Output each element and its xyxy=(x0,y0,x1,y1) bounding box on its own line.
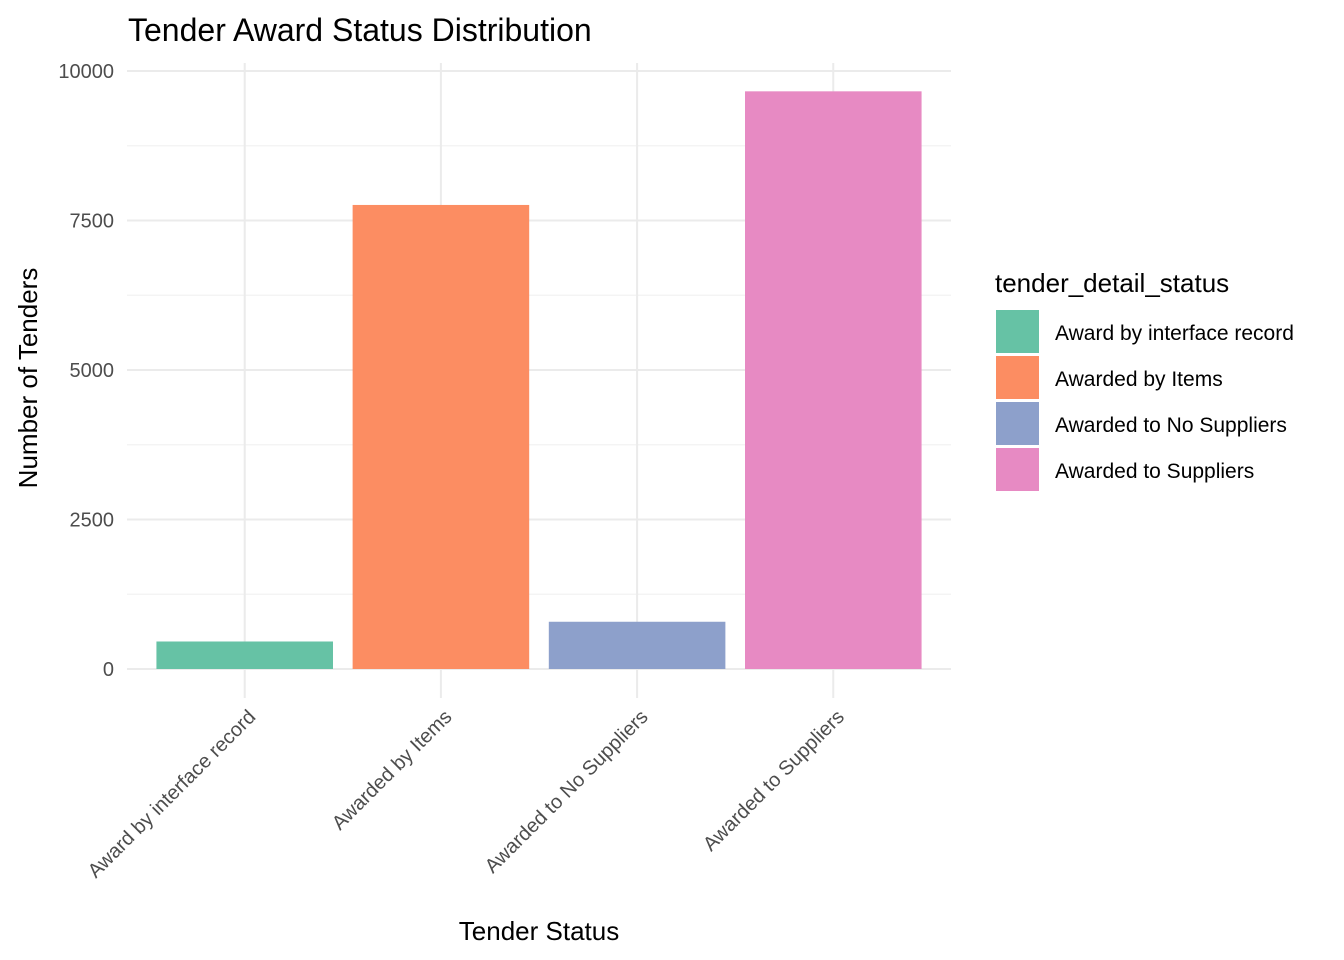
y-tick-label: 0 xyxy=(103,659,114,681)
chart-title: Tender Award Status Distribution xyxy=(128,12,592,48)
bar-2 xyxy=(352,204,530,669)
legend-title: tender_detail_status xyxy=(995,268,1229,298)
bar-1 xyxy=(156,641,333,669)
x-tick-label: Awarded to No Suppliers xyxy=(481,706,653,878)
y-tick-label: 2500 xyxy=(70,510,115,532)
legend-items: Award by interface record Awarded by Item… xyxy=(996,310,1294,491)
bars xyxy=(156,91,922,669)
x-tick-label: Awarded to Suppliers xyxy=(699,706,849,856)
bar-3 xyxy=(548,621,726,669)
bar-4 xyxy=(745,91,922,669)
legend-label: Awarded by Items xyxy=(1055,368,1223,391)
y-tick-label: 10000 xyxy=(58,61,114,83)
legend-swatch xyxy=(996,402,1039,445)
y-tick-label: 7500 xyxy=(70,211,115,233)
legend: tender_detail_status Award by interface … xyxy=(995,268,1294,491)
y-tick-label: 5000 xyxy=(70,360,115,382)
legend-label: Awarded to No Suppliers xyxy=(1055,414,1287,437)
legend-label: Awarded to Suppliers xyxy=(1055,460,1254,483)
legend-swatch xyxy=(996,448,1039,491)
x-axis-title: Tender Status xyxy=(459,916,619,946)
x-tick-label: Award by interface record xyxy=(84,706,260,882)
legend-swatch xyxy=(996,356,1039,399)
x-tick-label: Awarded by Items xyxy=(328,706,456,834)
y-axis-title: Number of Tenders xyxy=(13,268,43,489)
legend-label: Award by interface record xyxy=(1055,322,1294,345)
x-axis-ticks: Award by interface record Awarded by Item… xyxy=(84,706,849,882)
legend-swatch xyxy=(996,310,1039,353)
y-axis-ticks: 0 2500 5000 7500 10000 xyxy=(58,61,114,681)
